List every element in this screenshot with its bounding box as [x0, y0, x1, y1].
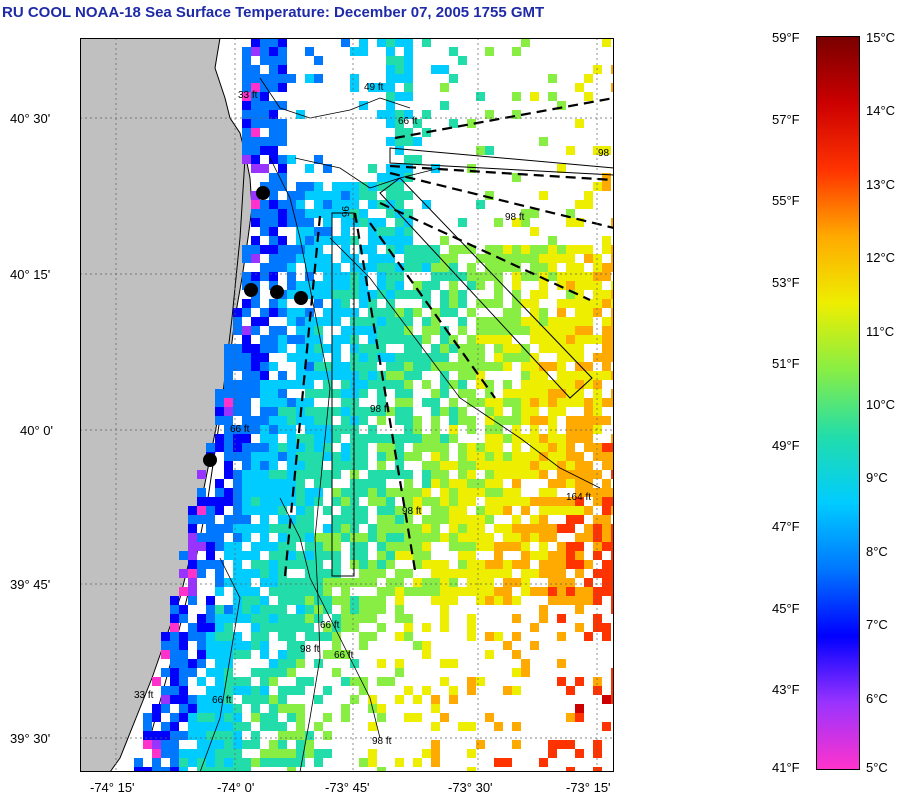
graticule — [80, 38, 614, 772]
fahrenheit-tick-label: 47°F — [772, 519, 800, 535]
celsius-tick-label: 10°C — [866, 397, 896, 412]
depth-label: 98 ft — [402, 506, 422, 517]
fahrenheit-tick-label: 41°F — [772, 760, 800, 775]
lat-label: 39° 45' — [10, 577, 51, 592]
depth-label: 98 ft — [370, 404, 390, 415]
celsius-tick-label: 11°C — [866, 323, 895, 339]
celsius-tick-label: 9°C — [866, 470, 888, 486]
depth-label: 66 ft — [320, 620, 340, 631]
depth-label: 96 — [339, 206, 350, 218]
lat-label: 40° 15' — [10, 267, 51, 282]
depth-label: 33 ft — [238, 90, 258, 101]
fahrenheit-tick-label: 57°F — [772, 111, 800, 127]
depth-label: 66 ft — [398, 116, 418, 127]
depth-label: 66 ft — [230, 424, 250, 435]
celsius-tick-label: 8°C — [866, 543, 888, 559]
celsius-tick-label: 12°C — [866, 250, 896, 266]
fahrenheit-tick-label: 59°F — [772, 30, 800, 45]
depth-label: 49 ft — [364, 82, 384, 93]
depth-label: 66 ft — [212, 695, 232, 706]
temperature-colorbar — [816, 36, 860, 770]
lat-label: 40° 0' — [20, 423, 53, 438]
fahrenheit-tick-label: 55°F — [772, 193, 800, 209]
lon-label: -74° 0' — [217, 780, 255, 795]
lon-label: -73° 45' — [325, 780, 370, 795]
station-marker — [244, 283, 258, 297]
lat-label: 40° 30' — [10, 111, 51, 126]
station-marker — [270, 285, 284, 299]
lon-label: -73° 15' — [566, 780, 611, 795]
lat-label: 39° 30' — [10, 731, 51, 746]
celsius-tick-label: 15°C — [866, 30, 896, 45]
depth-label: 98 ft — [372, 736, 392, 747]
depth-label: 33 ft — [134, 690, 154, 701]
map-border — [80, 38, 614, 772]
station-marker — [256, 186, 270, 200]
celsius-tick-label: 6°C — [866, 690, 888, 706]
fahrenheit-tick-label: 51°F — [772, 356, 800, 372]
celsius-tick-label: 5°C — [866, 760, 888, 775]
transect-lines — [283, 96, 614, 577]
map-svg: 49 ft 66 ft 98 98 ft 96 98 ft 164 ft 98 … — [80, 38, 614, 772]
depth-label: 164 ft — [566, 492, 591, 503]
station-marker — [203, 453, 217, 467]
station-marker — [294, 291, 308, 305]
depth-labels: 49 ft 66 ft 98 98 ft 96 98 ft 164 ft 98 … — [134, 82, 610, 747]
celsius-tick-label: 13°C — [866, 176, 896, 192]
fahrenheit-tick-label: 49°F — [772, 437, 800, 453]
sst-map: 49 ft 66 ft 98 98 ft 96 98 ft 164 ft 98 … — [80, 38, 614, 772]
bathymetry-contours — [199, 77, 601, 772]
depth-label: 98 ft — [505, 212, 525, 223]
celsius-tick-label: 7°C — [866, 617, 888, 633]
fahrenheit-tick-label: 45°F — [772, 600, 800, 616]
map-title: RU COOL NOAA-18 Sea Surface Temperature:… — [2, 4, 545, 21]
depth-label: 66 ft — [334, 650, 354, 661]
sst-pixel-field — [134, 38, 614, 772]
fahrenheit-tick-label: 53°F — [772, 274, 800, 290]
depth-label: 98 ft — [300, 644, 320, 655]
depth-label: 98 — [598, 148, 610, 159]
lon-label: -73° 30' — [448, 780, 493, 795]
station-markers — [203, 186, 308, 467]
lon-label: -74° 15' — [90, 780, 135, 795]
sampling-boxes — [331, 147, 614, 577]
fahrenheit-tick-label: 43°F — [772, 682, 800, 698]
celsius-tick-label: 14°C — [866, 103, 896, 119]
